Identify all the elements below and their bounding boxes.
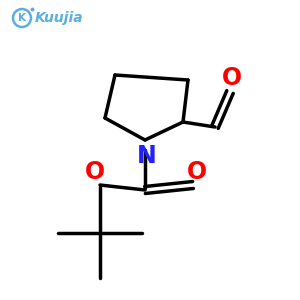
Text: O: O bbox=[85, 160, 105, 184]
Text: Kuujia: Kuujia bbox=[35, 11, 84, 25]
Text: O: O bbox=[187, 160, 207, 184]
Text: N: N bbox=[137, 144, 157, 168]
Text: K: K bbox=[18, 13, 26, 23]
Text: O: O bbox=[222, 66, 242, 90]
